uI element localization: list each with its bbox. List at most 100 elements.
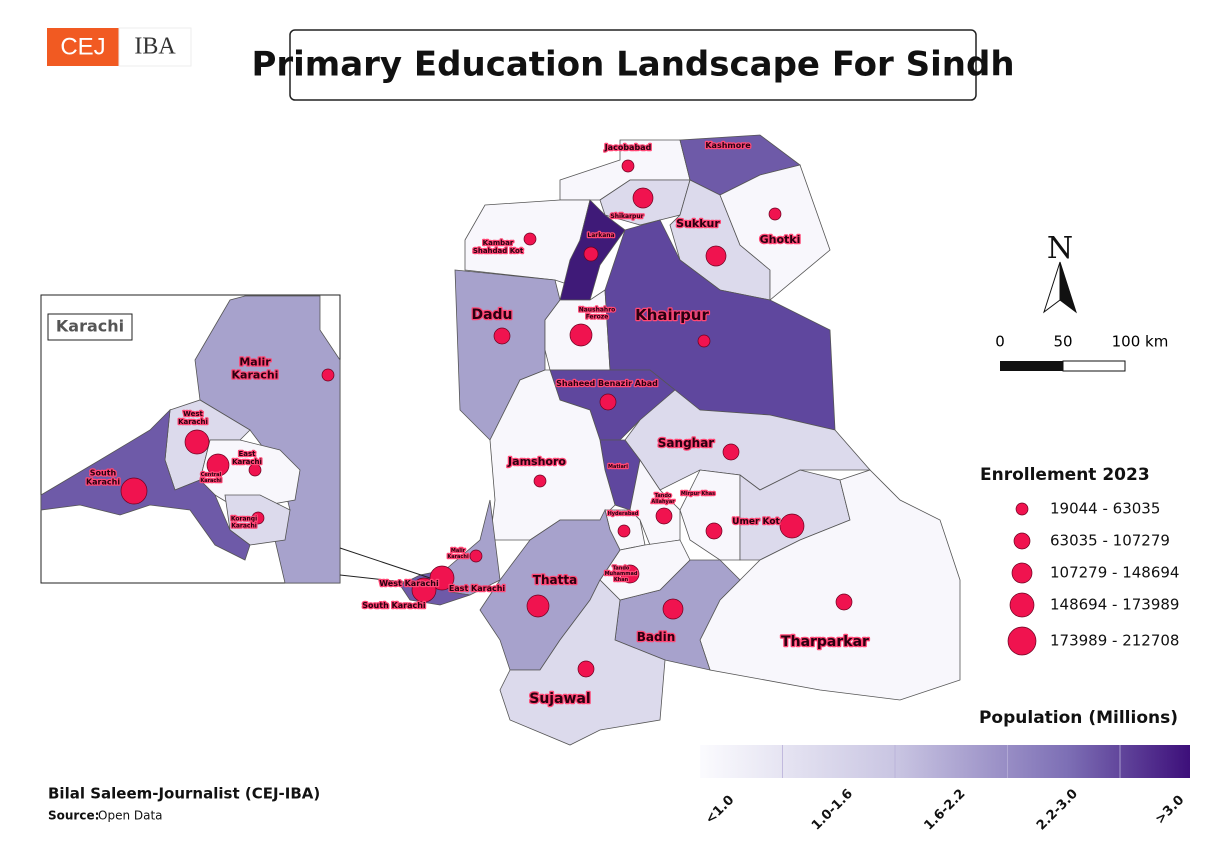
label-line: Karachi xyxy=(178,418,208,426)
label-line: Jamshoro xyxy=(507,455,566,468)
district-label: Shaheed Benazir Abad xyxy=(556,379,658,388)
scale-label: 100 km xyxy=(1112,333,1169,351)
enrollment-circle xyxy=(251,511,265,525)
enrollment-circle xyxy=(526,594,550,618)
legend-label: 107279 - 148694 xyxy=(1050,564,1179,582)
source-label: Source: xyxy=(48,809,99,823)
label-line: Thatta xyxy=(533,573,577,587)
enrollment-circle xyxy=(705,522,723,540)
legend-symbol xyxy=(1015,502,1029,516)
label-line: Shikarpur xyxy=(610,213,643,220)
district-label: Jacobabad xyxy=(604,143,652,152)
enrollment-circle xyxy=(620,564,640,584)
district-label: South Karachi xyxy=(362,601,426,610)
district-label: Sukkur xyxy=(676,217,720,230)
district-label: East Karachi xyxy=(449,584,506,593)
label-line: Karachi xyxy=(86,477,120,486)
district-label: Ghotki xyxy=(760,233,801,246)
enrollment-circle xyxy=(599,393,617,411)
legend-symbol xyxy=(1009,592,1035,618)
inset-connector xyxy=(339,547,431,579)
population-gradient xyxy=(700,745,1190,778)
district-label: Thatta xyxy=(533,573,577,587)
scale-label: 50 xyxy=(1053,333,1072,351)
label-line: Kashmore xyxy=(705,141,751,150)
district xyxy=(489,369,616,541)
scale-bar: 0 50 100 km xyxy=(995,333,1168,372)
label-line: Sukkur xyxy=(676,217,720,230)
label-line: Muhammad xyxy=(605,571,638,577)
arrow-right xyxy=(1059,261,1077,314)
label-line: Malir xyxy=(239,356,271,369)
legend-label: 148694 - 173989 xyxy=(1050,596,1179,614)
enrollment-circle xyxy=(705,245,727,267)
label-line: Tando xyxy=(655,493,672,499)
label-line: Karachi xyxy=(232,368,279,381)
label-line: Tando xyxy=(613,565,630,571)
enrollment-circle xyxy=(697,334,711,348)
enrollment-circles xyxy=(120,159,853,678)
label-line: South xyxy=(90,468,117,477)
district-label: Tando Muhammad Khan xyxy=(605,565,638,583)
enrollment-circle xyxy=(533,474,547,488)
label-line: Ghotki xyxy=(760,233,801,246)
label-line: Jacobabad xyxy=(604,143,652,152)
label-line: Karachi xyxy=(232,458,262,466)
label-line: Karachi xyxy=(447,553,469,559)
title: Primary Education Landscape For Sindh xyxy=(251,45,1014,85)
district-label: Malir Karachi xyxy=(232,356,279,382)
label-line: Umer Kot xyxy=(732,517,780,527)
logo-right-box xyxy=(118,27,192,67)
district-label: East Karachi xyxy=(232,450,262,466)
label-line: Dadu xyxy=(471,307,512,323)
enrollment-circle xyxy=(632,187,654,209)
legend-title: Enrollement 2023 xyxy=(980,465,1150,485)
district-label: Naushahro Feroze xyxy=(579,306,616,320)
district-label: Matiari xyxy=(608,464,628,470)
enrollment-circle xyxy=(493,327,511,345)
enrollment-circle xyxy=(577,660,595,678)
label-line: Shaheed Benazir Abad xyxy=(556,379,658,388)
district-label: Larkana xyxy=(587,232,614,239)
label-line: Karachi xyxy=(200,477,222,483)
inset-title: Karachi xyxy=(56,317,124,336)
enrollment-circle xyxy=(321,368,335,382)
district-label: Central Karachi xyxy=(200,472,222,484)
district-label: Hyderabad xyxy=(608,511,639,517)
enrollment-circle xyxy=(206,453,230,477)
label-line: Badin xyxy=(637,630,676,644)
north-arrow: N xyxy=(1043,231,1077,314)
title-box xyxy=(289,29,977,101)
scale-label: 0 xyxy=(995,333,1005,351)
inset-title-box xyxy=(47,313,133,341)
inset-district xyxy=(194,295,341,584)
enrollment-circle xyxy=(621,159,635,173)
logo-right: IBA xyxy=(134,34,176,60)
north-label: N xyxy=(1047,231,1073,266)
district-label: Mirpur Khas xyxy=(681,491,715,497)
label-line: Sujawal xyxy=(529,691,590,707)
enrollment-circle xyxy=(569,323,593,347)
enrollment-circle xyxy=(617,524,631,538)
district-label: Jamshoro xyxy=(507,455,566,468)
enrollment-circle xyxy=(523,232,537,246)
district-label: West Karachi xyxy=(178,410,208,426)
district-labels: Jacobabad Kashmore Shikarpur Sukkur Ghotki Ka… xyxy=(85,139,871,708)
logo-left-box xyxy=(47,28,119,66)
district-label: Badin xyxy=(637,630,676,644)
label-line: Khan xyxy=(614,576,629,582)
label-line: Mirpur Khas xyxy=(681,491,715,497)
district-label: Umer Kot xyxy=(732,517,780,527)
legend-symbol xyxy=(1013,532,1031,550)
district-label: Sujawal xyxy=(529,691,590,707)
label-line: Matiari xyxy=(608,464,628,470)
enrollment-circle xyxy=(411,577,437,603)
label-line: Shahdad Kot xyxy=(473,247,524,255)
district-label: West Karachi xyxy=(379,579,439,588)
district-label: Korangi Karachi xyxy=(231,515,257,529)
district-label: Tando Allahyar xyxy=(651,493,675,505)
enrollment-circle xyxy=(655,507,673,525)
district-label: Kashmore xyxy=(705,141,751,150)
district xyxy=(719,164,831,301)
